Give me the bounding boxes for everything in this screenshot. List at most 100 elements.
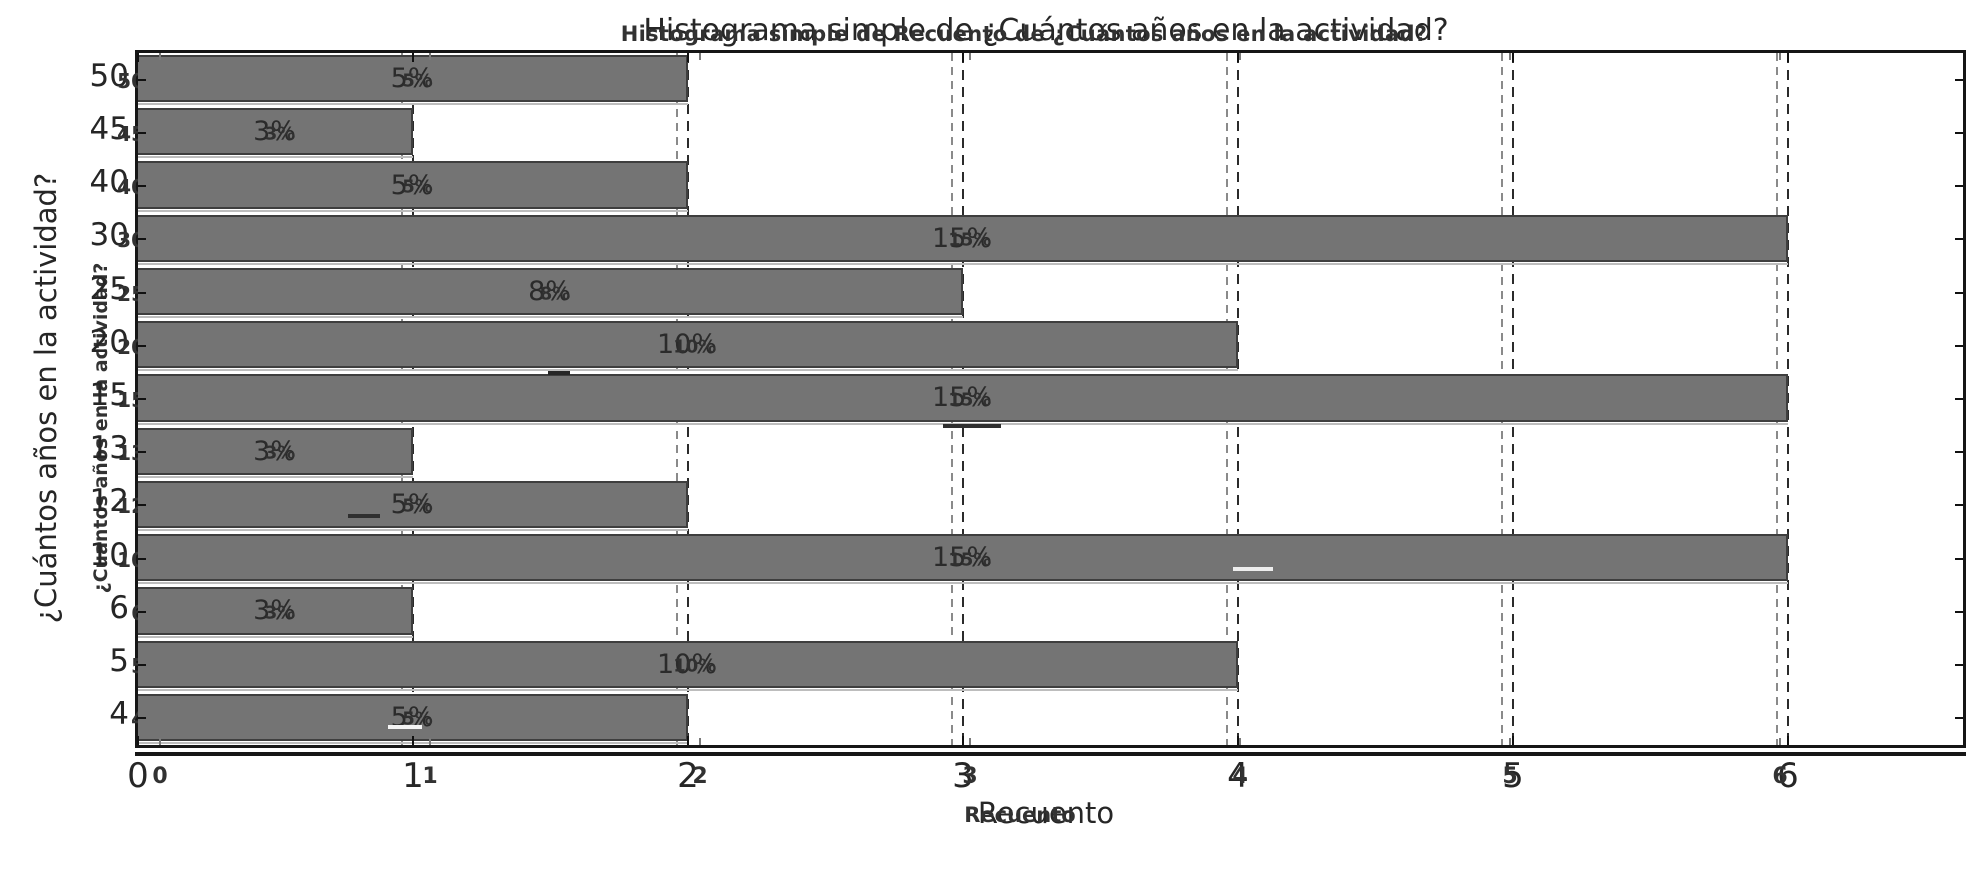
y-tick-mark xyxy=(1955,344,1963,347)
bar-label-text: 15% xyxy=(931,382,992,414)
bar-label-text: 5% xyxy=(390,63,434,95)
x-tick-mark xyxy=(962,736,964,745)
x-axis-spine xyxy=(135,752,1966,756)
x-axis-label: Recuento xyxy=(977,796,1115,830)
x-tick-mark xyxy=(412,53,414,62)
chart-title-ghost: Histograma simple de Recuento de ¿Cuánto… xyxy=(620,22,1428,46)
x-tick-label: 3 xyxy=(952,756,974,796)
x-tick-label-ghost: 2 xyxy=(692,764,708,789)
y-tick-label: 20 xyxy=(89,323,129,360)
y-tick-label: 45 xyxy=(89,110,129,147)
y-tick-mark xyxy=(1955,451,1963,454)
x-tick-mark xyxy=(1787,53,1789,62)
x-tick-mark xyxy=(687,53,689,62)
bar-label-text: 15% xyxy=(931,222,992,254)
x-tick-label-ghost: 5 xyxy=(1502,764,1518,789)
render-artifact xyxy=(1233,567,1273,571)
y-tick-mark xyxy=(138,610,146,613)
x-tick-label: 4 xyxy=(1227,756,1249,796)
bar: 10% 10% xyxy=(138,640,1238,691)
x-tick-mark xyxy=(1237,736,1239,745)
y-tick-label-ghost: 5 xyxy=(0,654,145,678)
y-tick-label-ghost: 4 xyxy=(0,707,145,731)
bar-label-ghost: 5% xyxy=(402,70,433,92)
x-tick-mark-ghost xyxy=(699,738,701,745)
bar-label: 8% 8% xyxy=(138,270,961,313)
x-tick-label: 2 xyxy=(677,756,699,796)
x-tick-label-ghost: 3 xyxy=(962,764,978,789)
x-tick-label-ghost: 6 xyxy=(1772,764,1788,789)
bar: 3% 3% xyxy=(138,108,413,159)
bar: 5% 5% xyxy=(138,55,688,106)
y-tick-mark xyxy=(1955,291,1963,294)
bar: 3% 3% xyxy=(138,587,413,638)
bar-label: 10% 10% xyxy=(138,643,1236,686)
y-tick-mark xyxy=(138,78,146,81)
y-tick-label: 50 xyxy=(89,57,129,94)
y-tick-label: 40 xyxy=(89,164,129,201)
bar-label-ghost: 5% xyxy=(402,176,433,198)
render-artifact xyxy=(943,424,1001,428)
y-tick-label-ghost: 12 xyxy=(117,494,145,519)
y-tick-mark xyxy=(1955,504,1963,507)
x-tick-label-ghost: 4 xyxy=(1232,764,1248,789)
x-tick-mark-ghost xyxy=(429,53,431,60)
y-tick-mark xyxy=(138,131,146,134)
render-artifact xyxy=(388,725,422,729)
bar-label-text: 10% xyxy=(656,648,717,680)
x-tick-mark-ghost xyxy=(159,738,161,745)
x-tick-mark xyxy=(1512,53,1514,62)
bar-label: 3% 3% xyxy=(138,110,411,153)
bar-label-ghost: 15% xyxy=(948,229,992,251)
x-tick-mark-ghost xyxy=(1779,738,1781,745)
bar: 5% 5% xyxy=(138,161,688,212)
gridline xyxy=(1787,53,1789,745)
x-axis-label-ghost: Recuento xyxy=(964,803,1076,827)
y-tick-mark xyxy=(1955,238,1963,241)
y-tick-mark xyxy=(1955,131,1963,134)
bar-label-text: 5% xyxy=(390,169,434,201)
y-tick-mark xyxy=(138,238,146,241)
bar-label: 3% 3% xyxy=(138,430,411,473)
bar-label-ghost: 5% xyxy=(402,496,433,518)
bar: 10% 10% xyxy=(138,321,1238,372)
x-tick-mark xyxy=(137,53,139,62)
y-tick-mark xyxy=(1955,78,1963,81)
y-tick-mark xyxy=(138,717,146,720)
chart-title: Histograma simple de ¿Cuántos años en la… xyxy=(643,13,1449,48)
bar-label: 10% 10% xyxy=(138,323,1236,366)
y-tick-label: 4 xyxy=(109,696,129,733)
bar-label-ghost: 15% xyxy=(948,549,992,571)
x-tick-mark xyxy=(962,53,964,62)
x-tick-label: 5 xyxy=(1502,756,1524,796)
bar-label: 15% 15% xyxy=(138,376,1786,419)
y-tick-label-ghost: 20 xyxy=(117,334,145,359)
x-tick-mark xyxy=(687,736,689,745)
y-tick-label: 30 xyxy=(89,217,129,254)
y-tick-mark xyxy=(138,398,146,400)
y-tick-mark xyxy=(138,344,146,347)
y-tick-label: 13 xyxy=(89,430,129,467)
plot-area: 5% 5% 3% 3% 5% 5% 15% 15% 8% 8% 10% 10% 15% 15% 3% 3% 5%… xyxy=(135,50,1966,748)
bar-label-text: 3% xyxy=(253,595,296,627)
x-tick-mark xyxy=(1787,736,1789,745)
bar-label-text: 10% xyxy=(656,329,717,361)
x-tick-mark xyxy=(137,736,139,745)
y-tick-label: 5 xyxy=(109,643,129,680)
y-tick-mark xyxy=(138,504,146,507)
bar: 15% 15% xyxy=(138,534,1788,585)
bar-label: 5% 5% xyxy=(138,57,686,100)
y-tick-mark xyxy=(1955,185,1963,188)
y-tick-label-ghost: 50 xyxy=(117,68,145,93)
bar-label-ghost: 3% xyxy=(264,123,296,145)
y-tick-label: 25 xyxy=(89,270,129,307)
y-tick-mark xyxy=(138,451,146,454)
bar-label-text: 3% xyxy=(253,435,296,467)
bar-label-ghost: 3% xyxy=(264,442,296,464)
y-tick-label: 12 xyxy=(89,483,129,520)
y-tick-mark xyxy=(1955,717,1963,720)
bar-label-ghost: 5% xyxy=(402,708,433,730)
bar-label: 15% 15% xyxy=(138,536,1786,579)
bar-label-ghost: 8% xyxy=(539,283,571,305)
